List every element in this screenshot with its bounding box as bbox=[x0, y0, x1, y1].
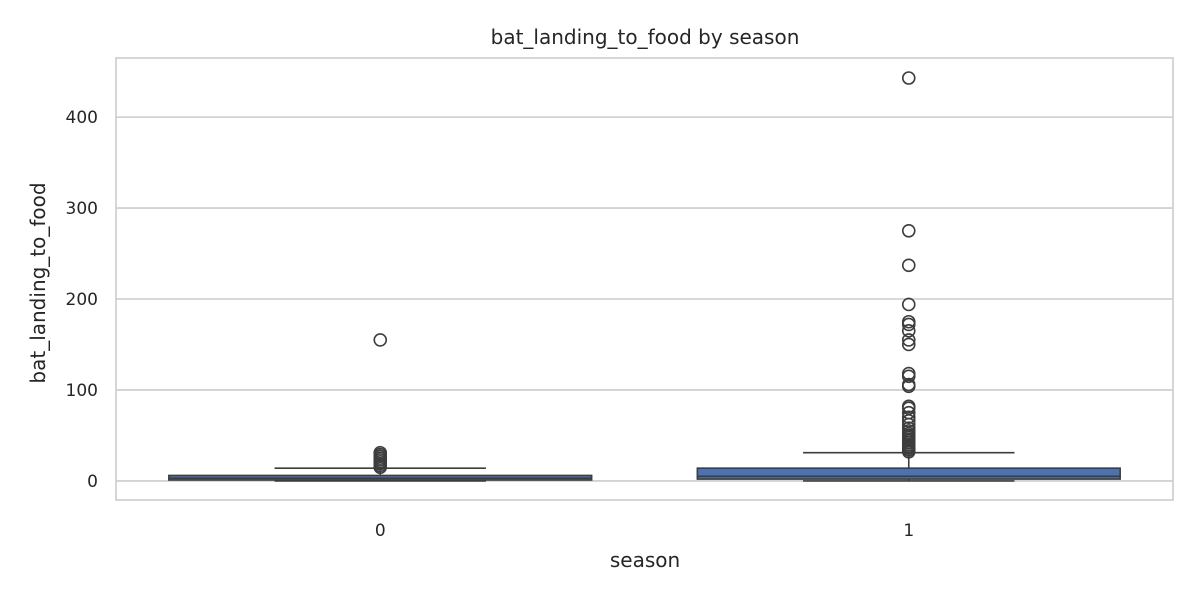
outlier-point-1-30 bbox=[901, 223, 916, 238]
outlier-point-1-28 bbox=[901, 297, 916, 312]
box-group-0 bbox=[168, 467, 593, 482]
outlier-point-1-31 bbox=[901, 71, 916, 85]
plot-frame bbox=[115, 57, 1174, 501]
y-tick-labels: 0 100 200 300 400 bbox=[66, 108, 98, 492]
box-iqr-1 bbox=[696, 467, 1121, 480]
outlier-point-1-15 bbox=[901, 410, 916, 425]
chart-title: bat_landing_to_food by season bbox=[491, 25, 800, 49]
x-tick-label-0: 0 bbox=[375, 521, 386, 541]
outlier-point-1-22 bbox=[901, 366, 916, 381]
outlier-point-1-24 bbox=[901, 333, 916, 347]
outlier-point-1-23 bbox=[901, 337, 916, 352]
y-tick-label-100: 100 bbox=[66, 381, 98, 401]
outlier-point-0-9 bbox=[373, 333, 388, 347]
x-axis-label: season bbox=[610, 548, 680, 572]
outlier-point-1-12 bbox=[901, 421, 916, 435]
outlier-points bbox=[373, 71, 916, 475]
outlier-point-1-27 bbox=[901, 314, 916, 329]
outlier-point-1-20 bbox=[901, 377, 916, 392]
outlier-point-1-29 bbox=[901, 258, 916, 273]
outlier-point-1-16 bbox=[901, 405, 916, 420]
y-tick-label-200: 200 bbox=[66, 290, 98, 310]
y-tick-label-0: 0 bbox=[87, 472, 98, 492]
y-tick-label-400: 400 bbox=[66, 108, 98, 128]
x-tick-label-1: 1 bbox=[903, 521, 914, 541]
outlier-point-1-18 bbox=[901, 399, 916, 414]
y-axis-label: bat_landing_to_food bbox=[26, 182, 50, 383]
outlier-point-1-25 bbox=[901, 324, 916, 338]
outlier-point-0-8 bbox=[373, 445, 388, 460]
y-tick-label-300: 300 bbox=[66, 199, 98, 219]
